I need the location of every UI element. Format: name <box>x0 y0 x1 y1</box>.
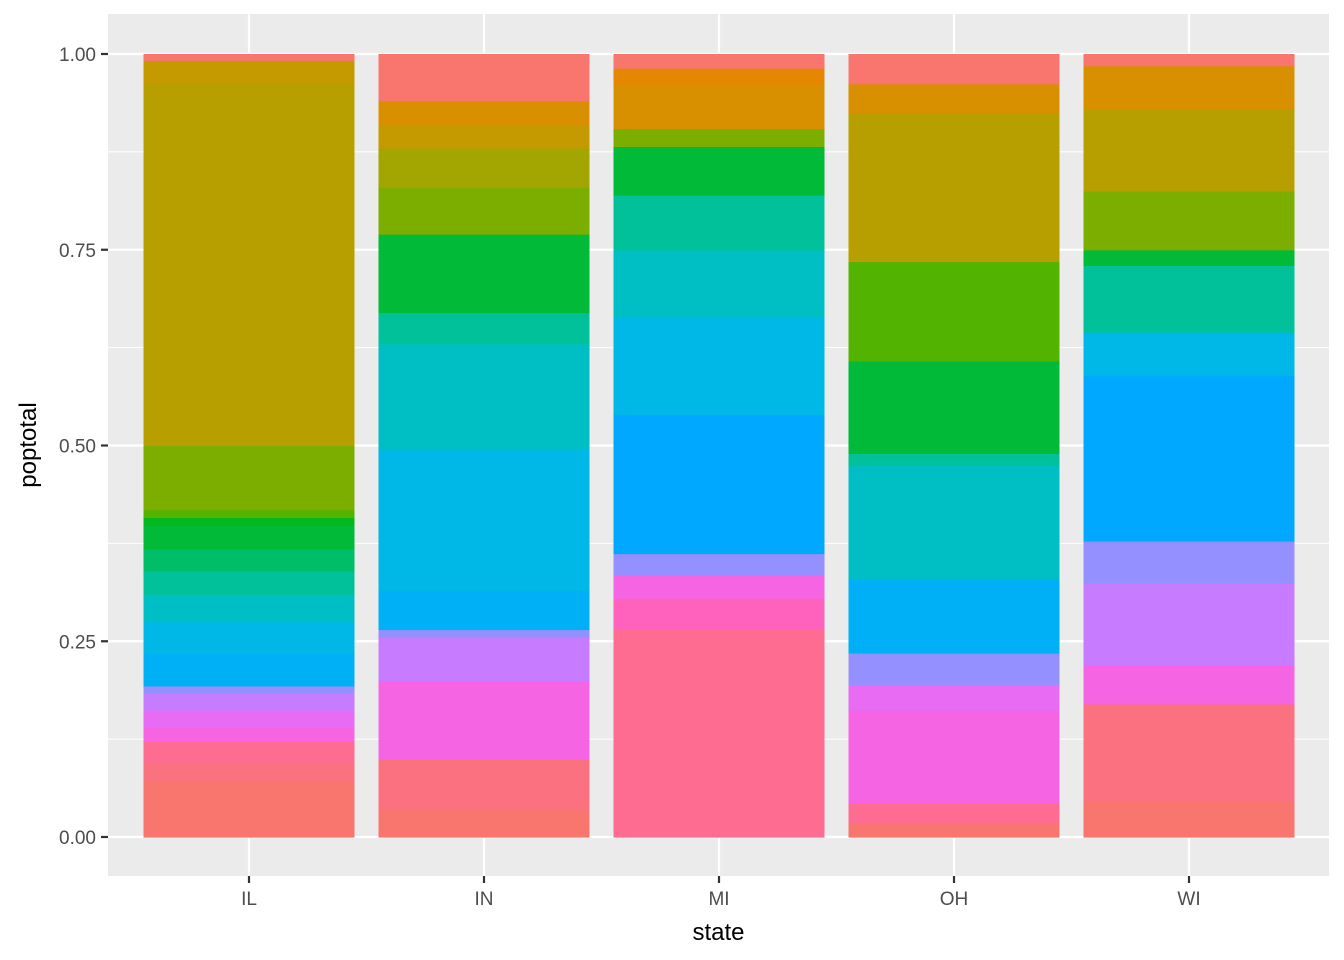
bar-segment <box>613 54 825 69</box>
bar-segment <box>1083 65 1295 110</box>
bar-segment <box>1083 541 1295 584</box>
bar-segment <box>848 360 1060 454</box>
y-tick-label: 0.00 <box>59 828 96 849</box>
bar-segment <box>143 621 355 654</box>
y-axis: 0.00 0.25 0.50 0.75 1.00 <box>59 45 108 849</box>
bar-segment <box>613 128 825 147</box>
bar-segment <box>1083 54 1295 67</box>
bar-segment <box>848 803 1060 824</box>
bar-segment <box>1083 801 1295 838</box>
bar-segment <box>143 762 355 782</box>
bar-OH <box>848 54 1060 838</box>
bar-segment <box>378 312 590 345</box>
bar-segment <box>848 112 1060 263</box>
y-axis-title: poptotal <box>15 402 42 487</box>
bar-segment <box>143 509 355 519</box>
bar-segment <box>143 548 355 572</box>
bar-segment <box>613 249 825 317</box>
bar-IL <box>143 54 355 838</box>
bar-segment <box>848 83 1060 114</box>
bar-segment <box>378 449 590 591</box>
bar-segment <box>848 710 1060 804</box>
bar-segment <box>1083 191 1295 251</box>
bar-segment <box>143 813 355 838</box>
bar-segment <box>143 60 355 85</box>
bar-segment <box>378 809 590 838</box>
bars <box>143 54 1295 838</box>
bar-segment <box>143 594 355 623</box>
bar-segment <box>848 54 1060 85</box>
bar-segment <box>378 343 590 451</box>
bar-segment <box>143 652 355 687</box>
bar-segment <box>143 692 355 711</box>
bar-segment <box>1083 108 1295 192</box>
bar-segment <box>378 629 590 638</box>
bar-segment <box>143 54 355 61</box>
y-tick-label: 0.50 <box>59 437 96 458</box>
bar-segment <box>613 194 825 251</box>
bar-segment <box>848 261 1060 362</box>
bar-segment <box>613 574 825 599</box>
bar-segment <box>143 741 355 764</box>
bar-segment <box>378 187 590 235</box>
bar-segment <box>1083 249 1295 267</box>
bar-segment <box>1083 664 1295 705</box>
bar-segment <box>378 100 590 126</box>
bar-segment <box>143 525 355 550</box>
bar-segment <box>378 590 590 631</box>
bar-WI <box>1083 54 1295 838</box>
bar-segment <box>613 146 825 196</box>
bar-segment <box>143 83 355 447</box>
bar-segment <box>378 680 590 760</box>
y-tick-label: 1.00 <box>59 45 96 66</box>
x-tick-label: WI <box>1177 889 1200 910</box>
bar-segment <box>378 54 590 102</box>
bar-IN <box>378 54 590 838</box>
bar-segment <box>143 445 355 511</box>
bar-segment <box>613 629 825 838</box>
bar-MI <box>613 54 825 838</box>
bar-segment <box>1083 331 1295 376</box>
bar-segment <box>378 147 590 188</box>
x-tick-label: MI <box>708 889 729 910</box>
bar-segment <box>378 758 590 811</box>
x-axis-title: state <box>692 919 744 946</box>
bar-segment <box>378 124 590 149</box>
bar-segment <box>848 578 1060 654</box>
bar-segment <box>848 684 1060 711</box>
bar-segment <box>848 652 1060 685</box>
bar-segment <box>378 637 590 681</box>
bar-segment <box>613 85 825 129</box>
bar-segment <box>1083 703 1295 803</box>
x-tick-label: OH <box>940 889 969 910</box>
x-axis: IL IN MI OH WI <box>241 876 1201 910</box>
x-tick-label: IN <box>475 889 494 910</box>
bar-segment <box>143 685 355 694</box>
bar-segment <box>848 453 1060 466</box>
bar-segment <box>143 570 355 595</box>
y-tick-label: 0.75 <box>59 241 96 262</box>
bar-segment <box>143 727 355 743</box>
bar-segment <box>1083 265 1295 333</box>
bar-segment <box>848 822 1060 838</box>
bar-segment <box>143 780 355 815</box>
bar-segment <box>613 316 825 415</box>
bar-segment <box>1083 582 1295 666</box>
bar-segment <box>613 598 825 631</box>
bar-segment <box>613 414 825 555</box>
bar-segment <box>1083 375 1295 542</box>
bar-segment <box>613 553 825 576</box>
y-tick-label: 0.25 <box>59 632 96 653</box>
bar-segment <box>143 710 355 728</box>
bar-segment <box>613 68 825 86</box>
bar-segment <box>848 465 1060 580</box>
bar-segment <box>378 234 590 313</box>
bar-segment <box>143 517 355 526</box>
x-tick-label: IL <box>241 889 257 910</box>
